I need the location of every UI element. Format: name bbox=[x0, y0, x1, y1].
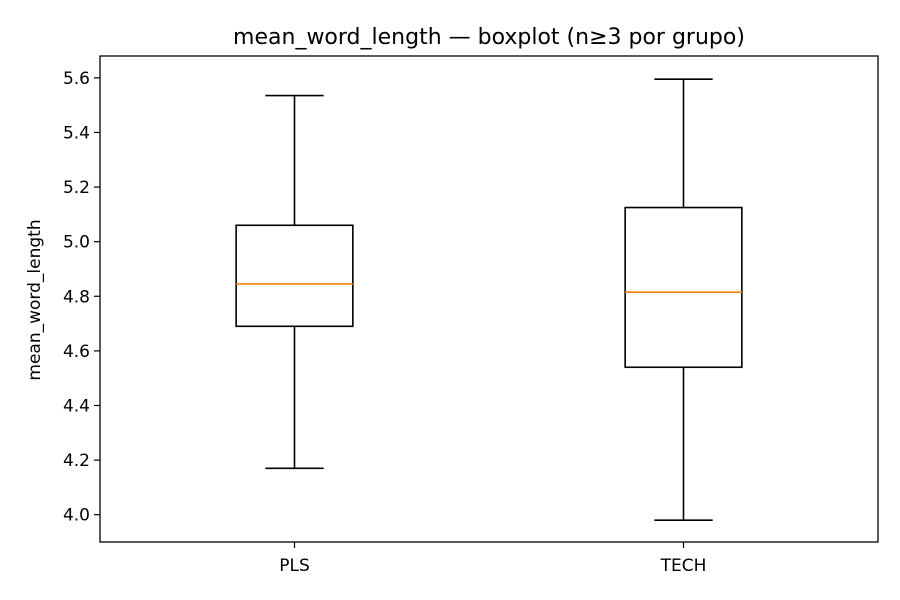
x-axis: PLS TECH bbox=[279, 542, 706, 576]
x-tick-label: PLS bbox=[279, 556, 310, 576]
box-tech bbox=[624, 78, 743, 521]
chart-title: mean_word_length — boxplot (n≥3 por grup… bbox=[233, 25, 745, 50]
y-axis-label: mean_word_length bbox=[25, 219, 45, 380]
y-tick-label: 5.2 bbox=[63, 178, 90, 198]
plot-frame bbox=[99, 55, 879, 543]
y-tick-label: 4.8 bbox=[63, 287, 90, 307]
boxes-layer bbox=[235, 78, 743, 521]
x-tick-label: TECH bbox=[660, 556, 707, 576]
y-tick-label: 4.4 bbox=[63, 396, 90, 416]
iqr-box bbox=[235, 224, 354, 328]
y-tick-label: 5.4 bbox=[63, 123, 90, 143]
y-tick-label: 4.2 bbox=[63, 451, 90, 471]
iqr-box bbox=[624, 206, 743, 369]
y-tick-label: 4.6 bbox=[63, 342, 90, 362]
y-tick-label: 5.6 bbox=[63, 69, 90, 89]
y-tick-label: 4.0 bbox=[63, 506, 90, 526]
box-pls bbox=[235, 94, 354, 470]
y-axis: 4.0 4.2 4.4 4.6 4.8 5.0 5.2 5.4 5.6 bbox=[63, 69, 100, 526]
y-tick-label: 5.0 bbox=[63, 233, 90, 253]
